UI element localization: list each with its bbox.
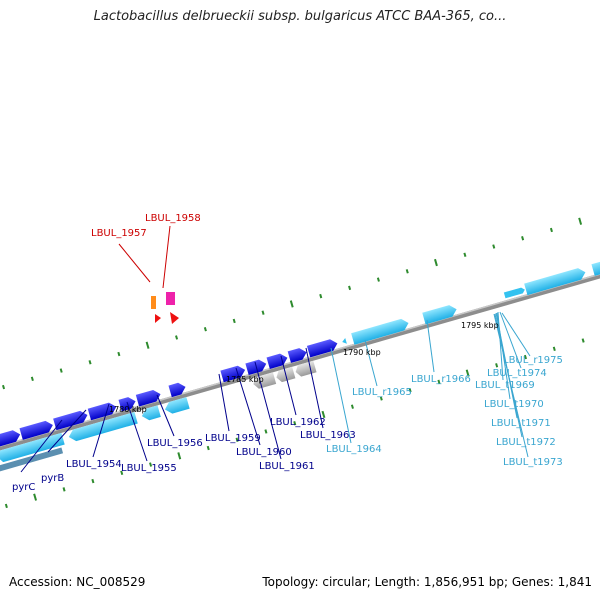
reverse-genes-light[interactable] xyxy=(0,397,192,476)
gene-arrow xyxy=(422,305,457,325)
rna-red-arrow xyxy=(155,314,161,323)
forward-genes-dark[interactable] xyxy=(0,338,339,450)
gene-label: LBUL_1954 xyxy=(66,459,122,470)
gene-label: LBUL_t1972 xyxy=(496,437,556,448)
gene-label: LBUL_1957 xyxy=(91,228,147,239)
rna-red-arrow xyxy=(170,312,179,324)
gene-label: LBUL_t1970 xyxy=(484,399,544,410)
gene-label: LBUL_t1969 xyxy=(475,380,535,391)
trna-arrow xyxy=(515,287,525,295)
gene-arrow xyxy=(0,430,21,450)
gene-label: LBUL_1955 xyxy=(121,463,177,474)
scale-label: 1780 kbp xyxy=(109,405,147,414)
gene-label: LBUL_r1965 xyxy=(352,387,412,398)
gene-arrow xyxy=(266,353,288,369)
gene-block xyxy=(0,447,64,476)
gene-label: LBUL_t1971 xyxy=(491,418,551,429)
gene-label: LBUL_r1966 xyxy=(411,374,471,385)
gene-label: LBUL_t1974 xyxy=(487,368,547,379)
gene-arrow xyxy=(220,365,246,383)
gene-arrow xyxy=(87,402,117,421)
gene-arrow xyxy=(351,318,409,345)
gene-label: LBUL_1963 xyxy=(300,430,356,441)
gene-label: LBUL_1960 xyxy=(236,447,292,458)
gene-arrow xyxy=(68,411,138,442)
gene-arrow xyxy=(0,432,65,463)
gene-arrow xyxy=(118,397,136,412)
gene-label: LBUL_1956 xyxy=(147,438,203,449)
scale-label: 1785 kbp xyxy=(226,375,264,384)
gene-arrow xyxy=(141,405,161,421)
gene-arrow xyxy=(524,268,586,296)
gene-label: LBUL_r1975 xyxy=(503,355,563,366)
gene-label: LBUL_t1973 xyxy=(503,457,563,468)
rna-orange xyxy=(151,296,156,309)
tick-row-outer xyxy=(2,217,583,390)
genome-track xyxy=(0,217,600,509)
forward-genes-light[interactable] xyxy=(341,249,600,348)
gene-arrow xyxy=(164,397,190,414)
gene-arrow xyxy=(135,389,161,407)
gene-arrow xyxy=(287,348,307,363)
gene-arrow xyxy=(245,359,267,376)
gene-label: LBUL_1964 xyxy=(326,444,382,455)
gene-arrow xyxy=(19,420,53,440)
map-title: Lactobacillus delbrueckii subsp. bulgari… xyxy=(93,9,507,24)
gene-label: LBUL_1961 xyxy=(259,461,315,472)
gene-label: LBUL_1958 xyxy=(145,213,201,224)
gene-arrow xyxy=(168,382,186,398)
scale-label: 1790 kbp xyxy=(343,348,381,357)
genome-summary: Topology: circular; Length: 1,856,951 bp… xyxy=(262,575,592,589)
accession-label: Accession: NC_008529 xyxy=(9,575,146,589)
tick-row-inner xyxy=(4,338,585,509)
scale-label: 1795 kbp xyxy=(461,321,499,330)
gene-label: LBUL_1959 xyxy=(205,433,261,444)
trna-arrow xyxy=(342,338,347,344)
gene-arrow xyxy=(53,410,88,431)
rna-magenta xyxy=(166,292,175,305)
leader-lines xyxy=(20,225,531,473)
gene-label: LBUL_1962 xyxy=(270,417,326,428)
scale-labels: 1780 kbp 1785 kbp 1790 kbp 1795 kbp xyxy=(109,321,499,414)
gene-label: pyrB xyxy=(41,473,64,484)
gene-arrow xyxy=(306,339,338,358)
rna-features[interactable] xyxy=(151,292,179,324)
gene-label: pyrC xyxy=(12,482,35,493)
gene-labels[interactable]: LBUL_1958 LBUL_1957 pyrC pyrB LBUL_1954 … xyxy=(12,213,563,493)
gene-arrow xyxy=(591,250,600,276)
